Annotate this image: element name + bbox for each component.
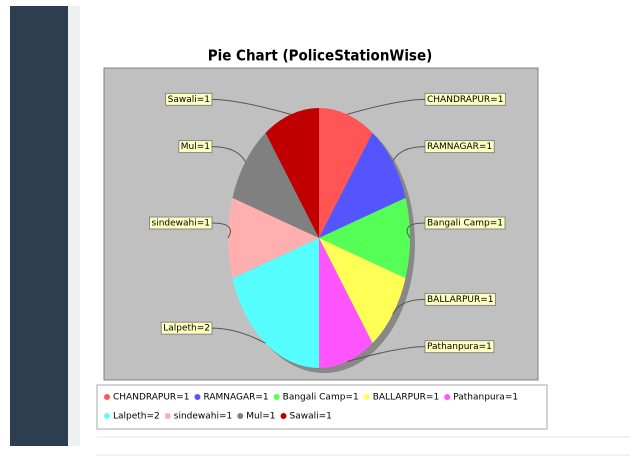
legend-label: Bangali Camp=1 bbox=[283, 393, 359, 403]
chart-title: Pie Chart (PoliceStationWise) bbox=[208, 47, 433, 65]
legend-label: Lalpeth=2 bbox=[113, 412, 160, 422]
legend-label: BALLARPUR=1 bbox=[373, 393, 440, 403]
slice-label: Mul=1 bbox=[181, 142, 210, 152]
legend-label: Mul=1 bbox=[246, 412, 275, 422]
pie-slice bbox=[319, 238, 406, 344]
leader-line bbox=[392, 298, 426, 315]
legend-swatch bbox=[444, 394, 451, 400]
legend-swatch bbox=[104, 413, 110, 419]
slice-label: Pathanpura=1 bbox=[427, 342, 492, 352]
legend-swatch bbox=[280, 413, 287, 419]
legend-swatch bbox=[194, 394, 201, 400]
slice-label: BALLARPUR=1 bbox=[427, 295, 494, 305]
sidebar-edge bbox=[68, 6, 80, 446]
pie-slice bbox=[319, 132, 406, 238]
legend-label: CHANDRAPUR=1 bbox=[113, 393, 189, 403]
pie-slice bbox=[265, 108, 319, 238]
legend bbox=[96, 384, 548, 430]
legend-swatch bbox=[104, 394, 110, 400]
legend-swatch bbox=[273, 394, 280, 400]
leader-line bbox=[211, 146, 246, 162]
leader-line bbox=[392, 146, 426, 162]
pie-slice bbox=[319, 108, 373, 238]
slice-label: sindewahi=1 bbox=[152, 219, 211, 229]
legend-label: Pathanpura=1 bbox=[453, 393, 518, 403]
pie-slice bbox=[232, 238, 319, 368]
slice-label: CHANDRAPUR=1 bbox=[427, 95, 503, 105]
legend-swatch bbox=[363, 394, 370, 400]
legend-label: sindewahi=1 bbox=[174, 412, 233, 422]
legend-label: Sawali=1 bbox=[290, 412, 332, 422]
leader-line bbox=[346, 346, 426, 363]
legend-swatch bbox=[164, 413, 171, 419]
slice-label: Lalpeth=2 bbox=[163, 324, 210, 334]
slice-label: Bangali Camp=1 bbox=[427, 219, 503, 229]
leader-line bbox=[346, 98, 426, 115]
slice-label: Sawali=1 bbox=[168, 95, 210, 105]
legend-swatch bbox=[237, 413, 244, 419]
slice-label: RAMNAGAR=1 bbox=[427, 142, 492, 152]
legend-label: RAMNAGAR=1 bbox=[203, 393, 268, 403]
leader-line bbox=[211, 327, 266, 344]
pie-slice bbox=[232, 132, 319, 238]
leader-line bbox=[211, 98, 292, 115]
leader-line bbox=[211, 222, 231, 239]
pie-slice bbox=[319, 238, 373, 368]
pie-slice bbox=[319, 197, 410, 279]
leader-line bbox=[406, 222, 426, 239]
pie-slice bbox=[228, 197, 319, 279]
sidebar bbox=[10, 6, 68, 446]
